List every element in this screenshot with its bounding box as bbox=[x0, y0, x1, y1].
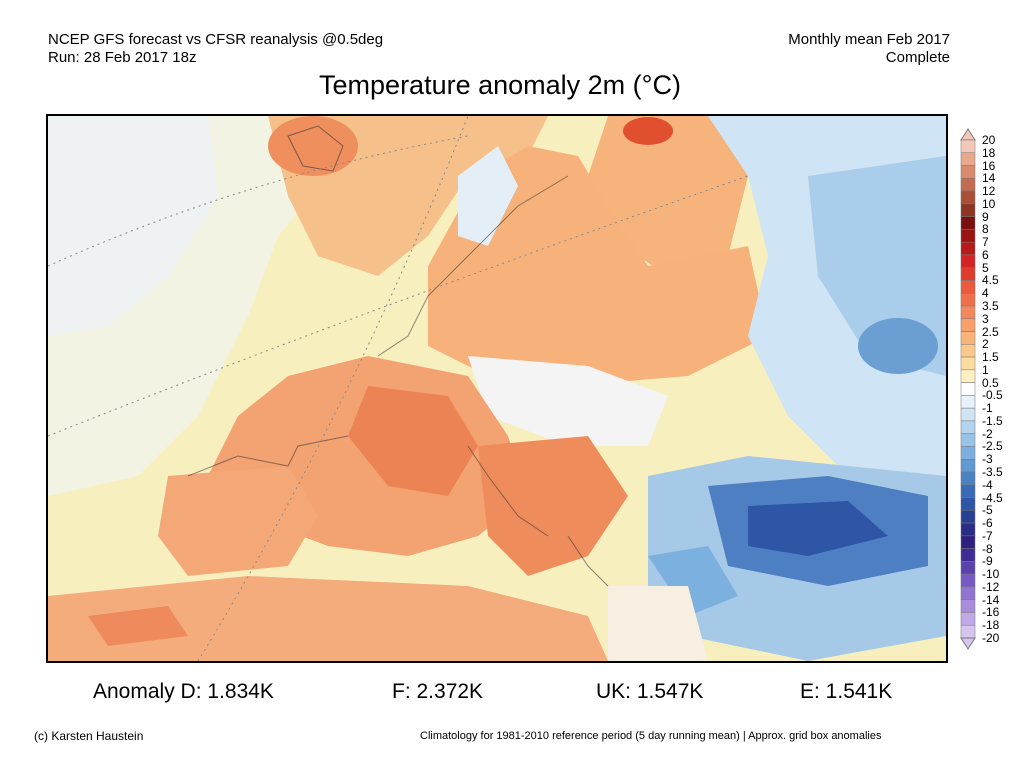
colorbar-label: -4.5 bbox=[982, 490, 1003, 505]
colorbar-swatch bbox=[960, 484, 976, 498]
run-time: Run: 28 Feb 2017 18z bbox=[48, 49, 197, 66]
colorbar-label: -3.5 bbox=[982, 465, 1003, 479]
colorbar-bottom-arrow bbox=[960, 637, 976, 650]
colorbar-swatch bbox=[960, 458, 976, 473]
colorbar-label: 20 bbox=[982, 133, 996, 147]
colorbar-swatch bbox=[960, 548, 976, 562]
colorbar-swatch bbox=[960, 267, 976, 281]
anomaly-map bbox=[46, 114, 948, 663]
colorbar-label: 6 bbox=[982, 247, 989, 262]
header-right: Monthly mean Feb 2017 Complete bbox=[788, 31, 950, 67]
colorbar-swatch bbox=[960, 573, 976, 588]
colorbar-swatch bbox=[960, 561, 976, 575]
colorbar-label: -1 bbox=[982, 401, 993, 416]
colorbar-label: 0.5 bbox=[982, 375, 999, 390]
colorbar-label: 2 bbox=[982, 337, 989, 352]
colorbar-label: 1.5 bbox=[982, 350, 999, 365]
stat-f: F: 2.372K bbox=[392, 680, 484, 703]
footer-credit: (c) Karsten Haustein bbox=[34, 729, 144, 743]
colorbar-swatch bbox=[960, 369, 976, 383]
colorbar-label: -4 bbox=[982, 477, 993, 492]
stat-e: E: 1.541K bbox=[800, 680, 893, 703]
colorbar-label: -12 bbox=[982, 579, 1000, 594]
completion-status: Complete bbox=[885, 49, 950, 66]
anomaly-map-graphic bbox=[48, 116, 946, 661]
colorbar-swatch bbox=[960, 356, 976, 371]
colorbar-swatch bbox=[960, 241, 976, 256]
colorbar-label: -2.5 bbox=[982, 439, 1003, 454]
colorbar-swatch bbox=[960, 292, 976, 307]
colorbar-label: 1 bbox=[982, 362, 989, 377]
colorbar-label: -9 bbox=[982, 554, 993, 569]
colorbar-label: 3.5 bbox=[982, 299, 999, 313]
colorbar-label: 4.5 bbox=[982, 273, 999, 288]
stat-uk: UK: 1.547K bbox=[596, 680, 704, 703]
colorbar-label: -18 bbox=[982, 618, 1000, 633]
colorbar-swatch bbox=[960, 203, 976, 217]
colorbar-swatch bbox=[960, 382, 976, 396]
colorbar-swatch bbox=[960, 178, 976, 192]
colorbar-swatch bbox=[960, 586, 976, 600]
colorbar-label: 8 bbox=[982, 222, 989, 237]
colorbar-swatch bbox=[960, 280, 976, 294]
footer-note: Climatology for 1981-2010 reference peri… bbox=[420, 730, 882, 742]
colorbar-swatch bbox=[960, 318, 976, 332]
colorbar-swatch bbox=[960, 471, 976, 486]
colorbar-label: 14 bbox=[982, 171, 996, 186]
colorbar-swatch bbox=[960, 395, 976, 409]
colorbar-label: -5 bbox=[982, 503, 993, 518]
colorbar-label: -0.5 bbox=[982, 388, 1003, 403]
stat-anomaly-d: Anomaly D: 1.834K bbox=[93, 680, 274, 703]
colorbar-label: -10 bbox=[982, 567, 1000, 582]
colorbar-swatch bbox=[960, 139, 976, 154]
colorbar-swatch bbox=[960, 612, 976, 626]
colorbar-swatch bbox=[960, 497, 976, 511]
colorbar-label: -16 bbox=[982, 605, 1000, 620]
colorbar-swatch bbox=[960, 165, 976, 179]
colorbar-label: -8 bbox=[982, 541, 993, 556]
colorbar-label: 7 bbox=[982, 235, 989, 250]
colorbar-swatch bbox=[960, 407, 976, 422]
header-left: NCEP GFS forecast vs CFSR reanalysis @0.… bbox=[48, 31, 383, 67]
colorbar-swatch bbox=[960, 331, 976, 345]
colorbar-label: -1.5 bbox=[982, 413, 1003, 428]
colorbar-label: 9 bbox=[982, 209, 989, 224]
colorbar-swatch bbox=[960, 446, 976, 460]
map-title: Temperature anomaly 2m (°C) bbox=[319, 70, 681, 100]
colorbar-label: -20 bbox=[982, 631, 1000, 645]
colorbar-swatch bbox=[960, 624, 976, 639]
colorbar-label: 18 bbox=[982, 145, 996, 160]
colorbar-label: 12 bbox=[982, 184, 996, 199]
colorbar-label: 2.5 bbox=[982, 324, 999, 339]
colorbar-swatch bbox=[960, 152, 976, 166]
colorbar-top-arrow bbox=[960, 128, 976, 141]
colorbar-label: 3 bbox=[982, 311, 989, 326]
colorbar-graphic bbox=[960, 128, 976, 650]
colorbar-swatch bbox=[960, 535, 976, 549]
colorbar-swatch bbox=[960, 522, 976, 537]
colorbar-label: 16 bbox=[982, 158, 996, 173]
model-description: NCEP GFS forecast vs CFSR reanalysis @0.… bbox=[48, 31, 384, 48]
colorbar-label: 4 bbox=[982, 286, 989, 301]
colorbar-label: 5 bbox=[982, 260, 989, 275]
colorbar-swatch bbox=[960, 254, 976, 268]
colorbar-label: -14 bbox=[982, 592, 1000, 607]
period-label: Monthly mean Feb 2017 bbox=[788, 31, 950, 48]
colorbar-swatch bbox=[960, 344, 976, 358]
colorbar-label: -2 bbox=[982, 426, 993, 441]
colorbar-swatch bbox=[960, 190, 976, 205]
colorbar-swatch bbox=[960, 510, 976, 524]
colorbar-swatch bbox=[960, 305, 976, 320]
colorbar-label: -6 bbox=[982, 516, 993, 531]
colorbar-label: -3 bbox=[982, 452, 993, 467]
colorbar bbox=[958, 128, 978, 655]
colorbar-label: 10 bbox=[982, 196, 996, 211]
colorbar-swatch bbox=[960, 433, 976, 447]
colorbar-swatch bbox=[960, 420, 976, 434]
colorbar-label: -7 bbox=[982, 528, 993, 543]
colorbar-swatch bbox=[960, 229, 976, 243]
colorbar-swatch bbox=[960, 599, 976, 613]
colorbar-swatch bbox=[960, 216, 976, 230]
